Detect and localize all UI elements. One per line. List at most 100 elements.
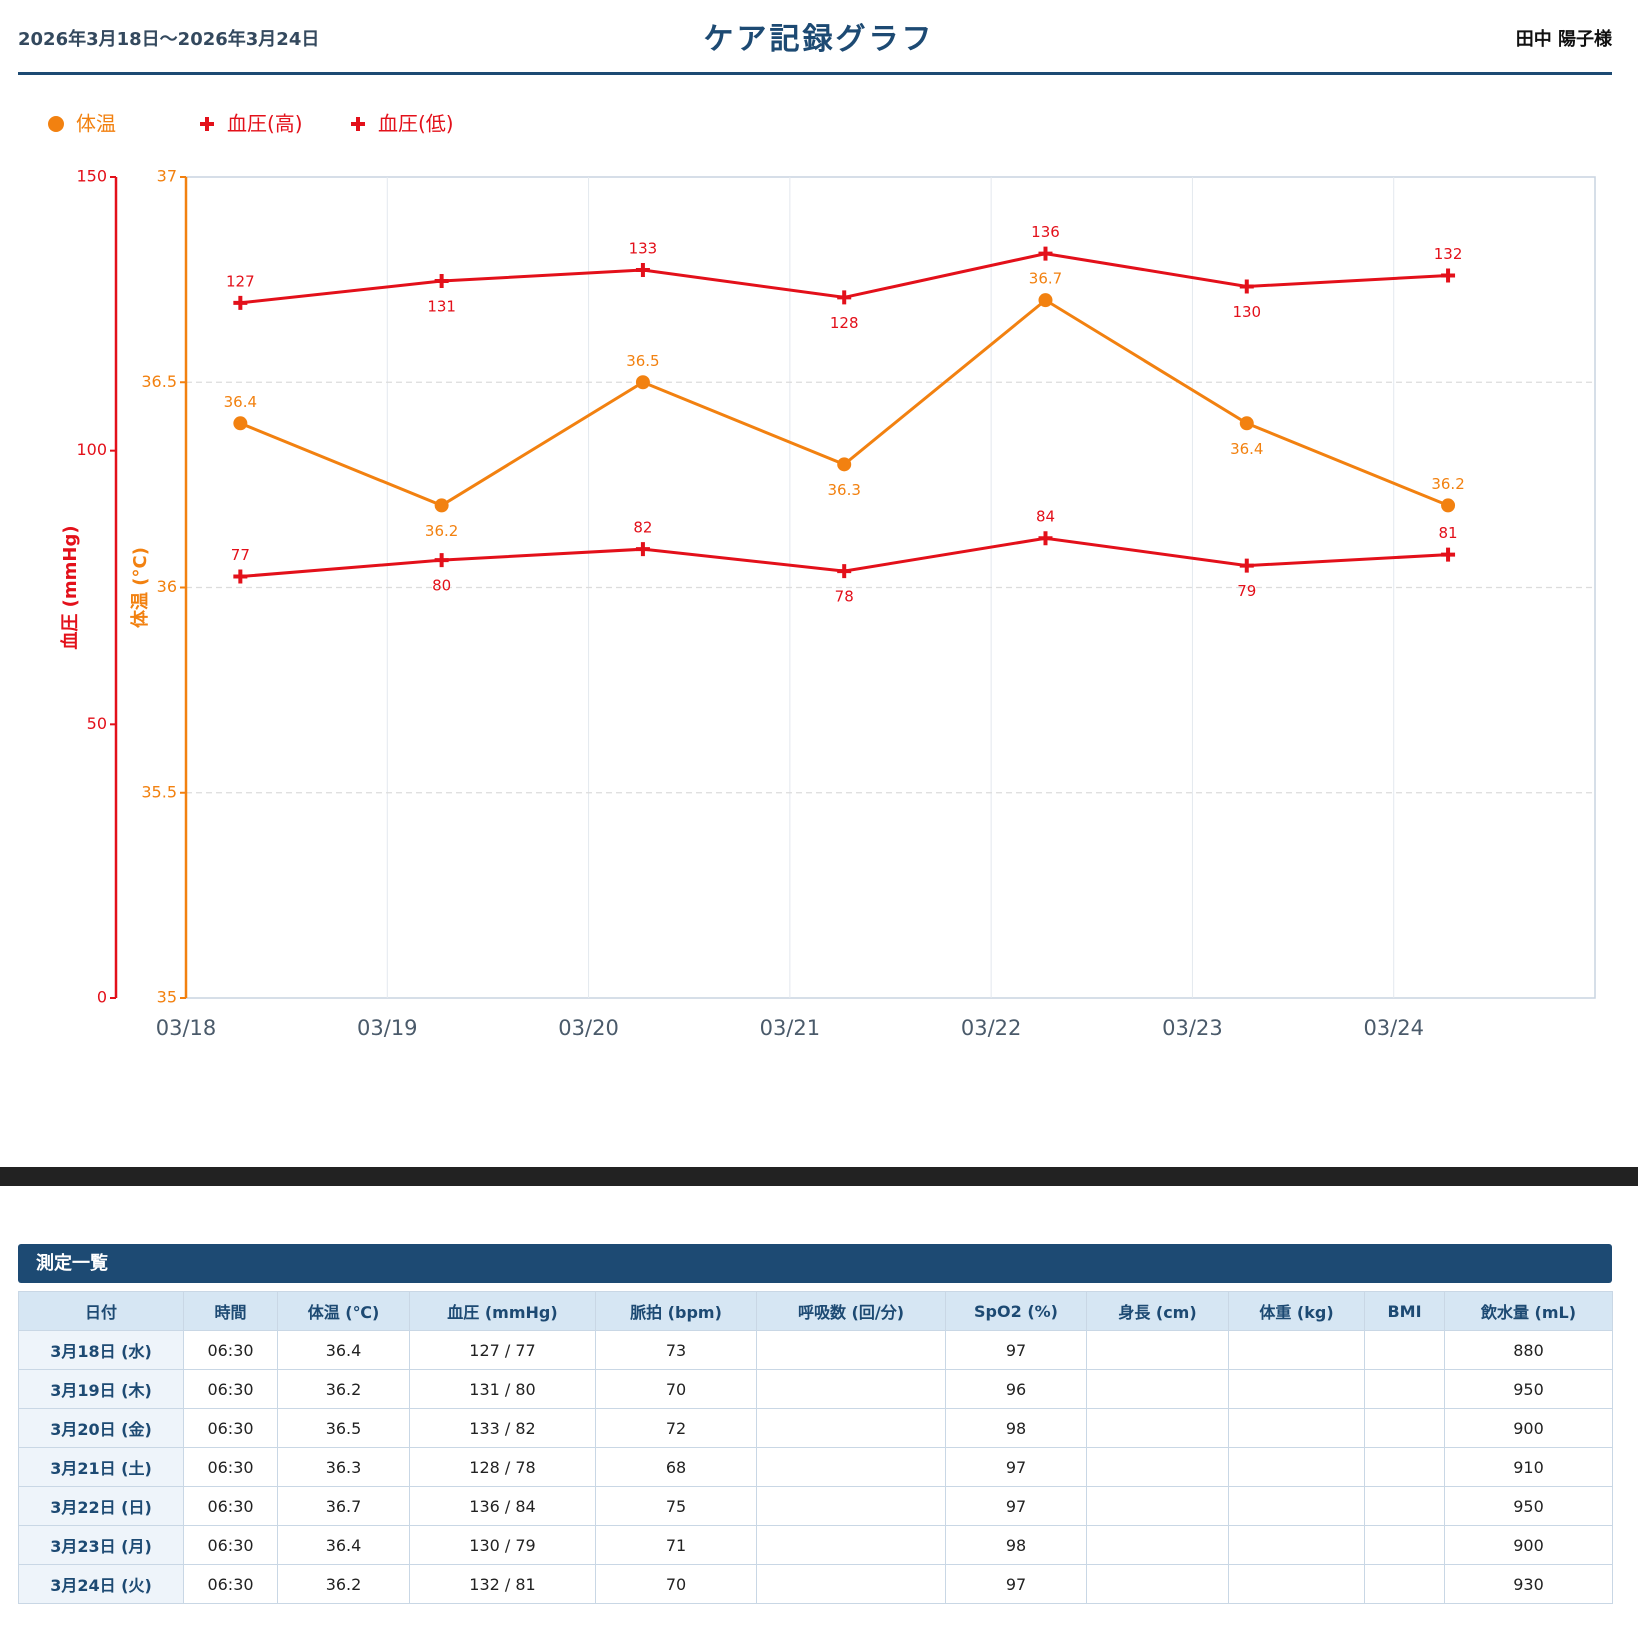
column-header: 日付 — [18, 1291, 184, 1331]
column-header: 脈拍 (bpm) — [595, 1291, 757, 1331]
legend-marker — [351, 117, 365, 131]
data-point — [1038, 531, 1053, 546]
table-row: 3月24日 (火) 06:30 36.2 132 / 81 70 97 930 — [18, 1564, 1613, 1604]
table-cell: 127 / 77 — [409, 1330, 596, 1370]
table-cell: 36.4 — [277, 1525, 410, 1565]
table-cell: 930 — [1444, 1564, 1613, 1604]
data-point — [1441, 547, 1456, 562]
table-cell: 98 — [945, 1408, 1087, 1448]
table-cell — [1228, 1564, 1365, 1604]
y2-axis-title: 血圧 (mmHg) — [59, 525, 81, 649]
column-header: SpO2 (%) — [945, 1291, 1087, 1331]
y-tick-label: 36 — [157, 577, 177, 596]
table-cell — [1364, 1408, 1445, 1448]
table-cell — [1228, 1486, 1365, 1526]
x-tick-label: 03/19 — [357, 1016, 418, 1040]
table-body: 3月18日 (水) 06:30 36.4 127 / 77 73 97 880 3月19日 (… — [18, 1330, 1613, 1604]
table-cell — [1364, 1564, 1445, 1604]
table-cell: 71 — [595, 1525, 757, 1565]
data-point — [1239, 279, 1254, 294]
patient-name: 田中 陽子様 — [1515, 29, 1612, 50]
table-cell: 950 — [1444, 1369, 1613, 1409]
table-cell: 3月21日 (土) — [18, 1447, 184, 1487]
data-point — [233, 416, 248, 431]
chart: 03/18 03/19 03/20 03/21 03/22 03/23 03/24 35 35.… — [48, 112, 1596, 1040]
table-cell: 70 — [595, 1369, 757, 1409]
data-label: 36.5 — [626, 352, 659, 370]
legend-label: 体温 — [76, 112, 116, 136]
y-tick-label: 35 — [157, 988, 177, 1007]
table-cell: 98 — [945, 1525, 1087, 1565]
y2-tick-label: 150 — [76, 167, 107, 186]
table-cell — [756, 1408, 946, 1448]
legend-marker — [48, 116, 64, 132]
table-cell: 900 — [1444, 1408, 1613, 1448]
table-header: 日付 時間 体温 (℃) 血圧 (mmHg) 脈拍 (bpm) 呼吸数 (回/分) SpO2… — [18, 1291, 1613, 1331]
table-cell: 97 — [945, 1447, 1087, 1487]
table-cell — [756, 1486, 946, 1526]
table-cell: 910 — [1444, 1447, 1613, 1487]
table-row: 3月19日 (木) 06:30 36.2 131 / 80 70 96 950 — [18, 1369, 1613, 1409]
table-cell: 06:30 — [183, 1408, 278, 1448]
table-row: 3月21日 (土) 06:30 36.3 128 / 78 68 97 910 — [18, 1447, 1613, 1487]
table-title: 測定一覧 — [18, 1244, 1612, 1283]
table-cell — [1228, 1447, 1365, 1487]
y-axis-title: 体温 (°C) — [129, 547, 151, 628]
table-cell — [1228, 1525, 1365, 1565]
legend-label: 血圧(低) — [378, 112, 454, 136]
column-header: 飲水量 (mL) — [1444, 1291, 1613, 1331]
table-cell: 128 / 78 — [409, 1447, 596, 1487]
data-label: 128 — [830, 314, 859, 332]
data-point — [837, 457, 852, 472]
table-cell: 36.5 — [277, 1408, 410, 1448]
table-cell — [1228, 1369, 1365, 1409]
table-cell: 70 — [595, 1564, 757, 1604]
data-point — [1038, 246, 1053, 261]
x-tick-label: 03/20 — [558, 1016, 619, 1040]
table-cell: 06:30 — [183, 1564, 278, 1604]
column-header: 時間 — [183, 1291, 278, 1331]
table-row: 3月18日 (水) 06:30 36.4 127 / 77 73 97 880 — [18, 1330, 1613, 1370]
table-cell: 97 — [945, 1564, 1087, 1604]
table-cell: 06:30 — [183, 1486, 278, 1526]
y2-tick-label: 50 — [87, 714, 107, 733]
table-cell — [756, 1330, 946, 1370]
table-cell: 130 / 79 — [409, 1525, 596, 1565]
table-cell: 36.2 — [277, 1369, 410, 1409]
data-label: 36.2 — [425, 522, 458, 540]
data-label: 36.4 — [224, 393, 257, 411]
data-label: 79 — [1237, 582, 1256, 600]
table-cell: 75 — [595, 1486, 757, 1526]
data-point — [434, 553, 449, 568]
y2-tick-label: 100 — [76, 440, 107, 459]
table-cell: 3月18日 (水) — [18, 1330, 184, 1370]
table-cell: 3月24日 (火) — [18, 1564, 184, 1604]
column-header: 身長 (cm) — [1086, 1291, 1229, 1331]
table-cell — [1086, 1486, 1229, 1526]
x-tick-label: 03/22 — [961, 1016, 1022, 1040]
table-cell: 97 — [945, 1486, 1087, 1526]
table-cell — [1086, 1564, 1229, 1604]
table-cell — [1364, 1447, 1445, 1487]
table-cell: 3月19日 (木) — [18, 1369, 184, 1409]
data-point — [434, 498, 449, 513]
table-cell: 131 / 80 — [409, 1369, 596, 1409]
table-cell: 97 — [945, 1330, 1087, 1370]
table-cell: 68 — [595, 1447, 757, 1487]
data-label: 78 — [835, 588, 854, 606]
data-point — [1441, 268, 1456, 283]
table-cell: 3月20日 (金) — [18, 1408, 184, 1448]
data-label: 36.4 — [1230, 440, 1263, 458]
column-header: 体重 (kg) — [1228, 1291, 1365, 1331]
data-point — [233, 295, 248, 310]
legend-marker — [200, 117, 214, 131]
column-header: 血圧 (mmHg) — [409, 1291, 596, 1331]
data-label: 131 — [427, 297, 456, 315]
data-label: 80 — [432, 577, 451, 595]
table-row: 3月23日 (月) 06:30 36.4 130 / 79 71 98 900 — [18, 1525, 1613, 1565]
data-point — [1239, 558, 1254, 573]
table-cell — [1086, 1447, 1229, 1487]
table-cell — [1086, 1408, 1229, 1448]
x-tick-label: 03/18 — [156, 1016, 217, 1040]
data-label: 82 — [633, 519, 652, 537]
